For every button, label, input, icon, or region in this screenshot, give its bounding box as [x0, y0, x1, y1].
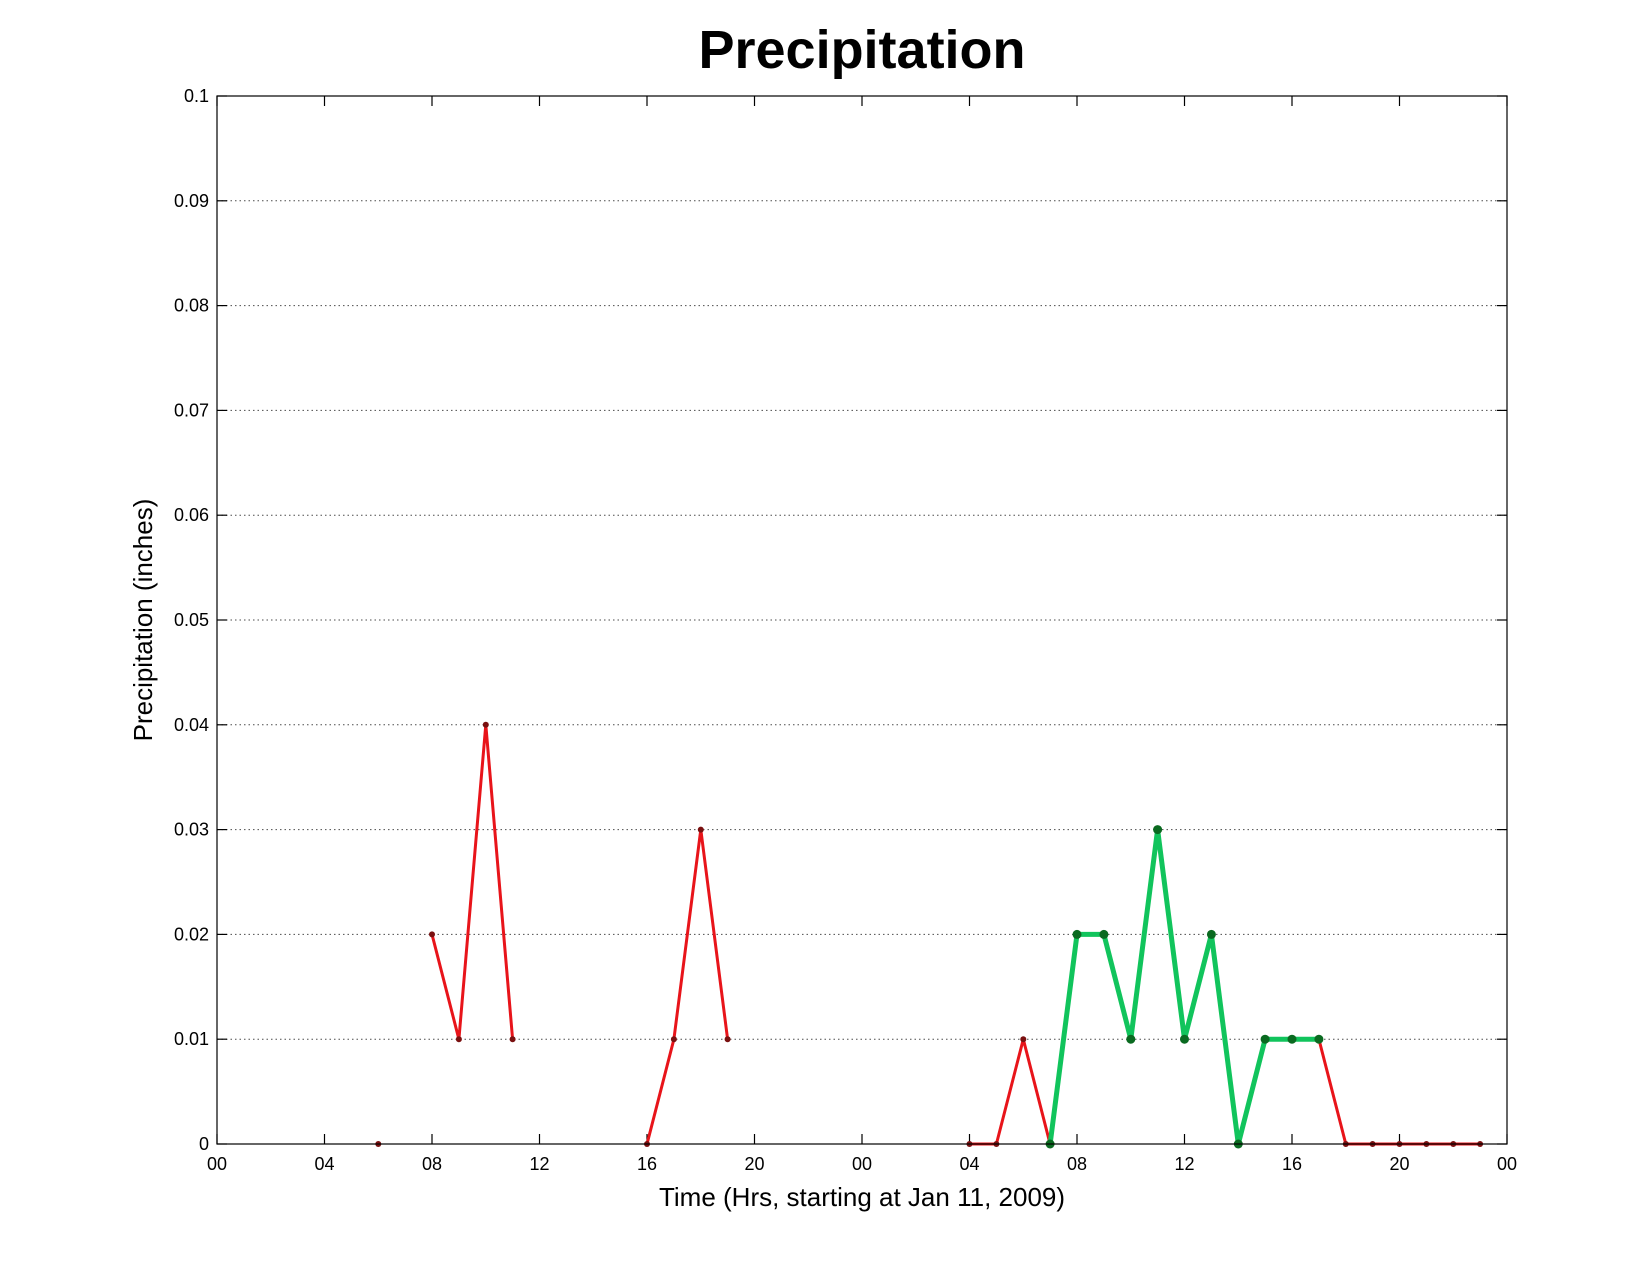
data-point: [1126, 1034, 1136, 1044]
data-point: [1020, 1036, 1027, 1043]
y-axis-label: Precipitation (inches): [128, 499, 158, 742]
data-point: [697, 826, 704, 833]
y-tick-label: 0.01: [174, 1029, 209, 1049]
x-tick-labels: 00 04 08 12 16 20 00 04 08 12 16 20 00: [207, 1154, 1517, 1174]
data-point: [1314, 1034, 1324, 1044]
x-tick-label: 20: [744, 1154, 764, 1174]
data-point: [670, 1036, 677, 1043]
plot-area-frame: [216, 95, 1508, 1145]
y-tick-label: 0.03: [174, 820, 209, 840]
data-point: [1206, 929, 1216, 939]
data-point: [1099, 929, 1109, 939]
x-tick-label: 04: [959, 1154, 979, 1174]
series-line: [645, 829, 730, 1145]
y-tick-label: 0.05: [174, 610, 209, 630]
series-1: [1045, 825, 1324, 1149]
grid-lines: [217, 200, 1507, 1040]
data-point: [429, 931, 435, 938]
y-tick-label: 0.1: [184, 86, 209, 106]
x-tick-label: 12: [1174, 1154, 1194, 1174]
x-tick-label: 08: [1067, 1154, 1087, 1174]
y-tick-label: 0.09: [174, 191, 209, 211]
x-tick-label: 12: [529, 1154, 549, 1174]
x-tick-label: 08: [422, 1154, 442, 1174]
data-point: [482, 721, 489, 728]
data-point: [1072, 929, 1082, 939]
data-point: [1153, 825, 1163, 835]
data-point: [455, 1036, 462, 1043]
data-point: [1260, 1034, 1270, 1044]
x-tick-label: 20: [1389, 1154, 1409, 1174]
data-point: [724, 1036, 731, 1043]
data-point: [509, 1036, 516, 1043]
x-tick-label: 16: [1282, 1154, 1302, 1174]
chart-title: Precipitation: [698, 20, 1025, 80]
x-tick-label: 04: [314, 1154, 334, 1174]
data-point: [1180, 1034, 1189, 1044]
x-tick-label: 00: [207, 1154, 227, 1174]
x-axis-label: Time (Hrs, starting at Jan 11, 2009): [659, 1182, 1065, 1212]
y-tick-label: 0.02: [174, 924, 209, 944]
x-tick-label: 00: [1497, 1154, 1517, 1174]
y-tick-labels: 0 0.01 0.02 0.03 0.04 0.05 0.06 0.07 0.08 0.09 0.1: [174, 86, 209, 1154]
x-tick-label: 16: [637, 1154, 657, 1174]
y-tick-label: 0.06: [174, 505, 209, 525]
data-point: [1287, 1034, 1297, 1044]
y-tick-label: 0: [199, 1134, 209, 1154]
y-tick-label: 0.04: [174, 715, 209, 735]
series-line: [430, 724, 515, 1040]
y-tick-label: 0.08: [174, 296, 209, 316]
y-tick-label: 0.07: [174, 400, 209, 420]
x-tick-label: 00: [852, 1154, 872, 1174]
